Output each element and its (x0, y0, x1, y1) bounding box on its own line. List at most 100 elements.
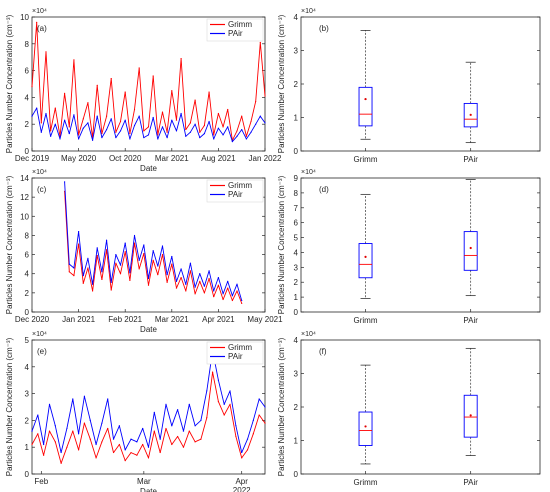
y-tick-label: 4 (25, 270, 30, 279)
series-point-grimm (194, 441, 196, 443)
series-point-pair (124, 242, 126, 244)
axes-frame (300, 339, 541, 475)
series-point-grimm (157, 274, 159, 276)
x-tick-label: PAir (463, 478, 478, 487)
series-point-pair (54, 123, 56, 125)
series-point-pair (258, 398, 260, 400)
series-point-pair (171, 425, 173, 427)
series-point-pair (161, 126, 164, 128)
panel-label: (e) (37, 347, 47, 356)
series-point-pair (59, 138, 61, 140)
series-point-grimm (78, 449, 80, 451)
series-point-grimm (166, 281, 168, 283)
series-point-grimm (231, 299, 233, 302)
series-point-pair (255, 123, 257, 125)
y-tick-label: 6 (25, 67, 30, 76)
series-point-grimm (153, 430, 155, 432)
series-point-grimm (252, 433, 254, 435)
series-point-grimm (188, 430, 190, 432)
series-point-pair (78, 433, 80, 435)
series-point-pair (153, 411, 155, 413)
series-point-pair (199, 137, 201, 139)
series-point-grimm (110, 289, 112, 291)
series-point-grimm (171, 263, 173, 265)
series-point-grimm (211, 371, 214, 373)
series-point-pair (208, 270, 210, 272)
series-point-grimm (182, 446, 185, 448)
y-exponent-label: ×10⁴ (301, 169, 316, 176)
series-point-pair (203, 132, 206, 135)
y-tick-label: 3 (294, 370, 299, 379)
x-tick-label: 2022 (233, 486, 251, 492)
x-tick-label: Mar 2021 (155, 315, 189, 324)
series-point-pair (143, 137, 145, 139)
series-point-pair (189, 131, 192, 133)
series-point-pair (177, 409, 179, 411)
series-point-pair (180, 268, 182, 270)
series-point-grimm (83, 422, 86, 424)
series-point-pair (31, 115, 33, 117)
series-point-grimm (250, 120, 252, 123)
series-point-pair (73, 267, 75, 269)
x-tick-label: PAir (463, 316, 478, 325)
series-point-grimm (152, 75, 154, 77)
series-point-pair (68, 132, 70, 135)
series-point-pair (91, 139, 94, 141)
series-point-grimm (89, 438, 91, 440)
series-point-pair (147, 134, 150, 136)
series-point-pair (180, 112, 182, 115)
series-point-grimm (203, 292, 206, 294)
series-point-grimm (54, 441, 56, 443)
box-iqr (463, 231, 478, 271)
series-point-pair (36, 107, 38, 109)
y-axis-label: Particles Number Concentration (cm⁻³) (5, 175, 14, 314)
series-point-pair (64, 181, 66, 183)
x-tick-label: PAir (463, 155, 478, 164)
series-point-pair (48, 403, 51, 405)
series-point-grimm (185, 128, 187, 131)
y-tick-label: 1 (294, 293, 299, 302)
series-point-pair (115, 137, 117, 139)
series-point-grimm (87, 102, 89, 104)
series-point-grimm (245, 135, 247, 137)
box-iqr (463, 394, 478, 438)
box-mean (469, 246, 472, 250)
series-point-grimm (171, 90, 173, 92)
series-point-pair (185, 135, 187, 137)
y-exponent-label: ×10⁴ (32, 169, 47, 176)
axes-frame (300, 177, 541, 313)
y-tick-label: 1 (294, 114, 299, 123)
series-point-pair (40, 131, 42, 133)
series-point-pair (110, 118, 112, 120)
series-point-grimm (147, 457, 150, 459)
series-point-grimm (119, 273, 122, 275)
y-axis-label: Particles Number Concentration (cm⁻³) (5, 337, 14, 476)
series-point-pair (124, 449, 126, 451)
series-point-pair (222, 293, 224, 295)
series-point-grimm (133, 108, 136, 111)
y-tick-label: 0 (294, 470, 299, 479)
x-tick-label: Grimm (354, 478, 378, 487)
series-point-grimm (194, 99, 196, 101)
box-mean (364, 425, 367, 428)
series-point-grimm (264, 95, 266, 97)
series-point-pair (152, 116, 154, 119)
y-tick-label: 4 (294, 248, 299, 257)
x-tick-label: Grimm (354, 155, 378, 164)
series-point-pair (213, 290, 215, 292)
x-tick-label: Apr (235, 477, 248, 486)
series-point-pair (130, 438, 132, 440)
series-point-grimm (161, 253, 164, 256)
series-point-grimm (143, 130, 145, 132)
y-tick-label: 10 (20, 13, 29, 22)
series-point-pair (203, 285, 206, 287)
box-mean (469, 414, 472, 417)
series-point-pair (129, 138, 131, 140)
y-axis-label: Particles Number Concentration (cm⁻³) (5, 14, 14, 153)
series-point-grimm (124, 251, 126, 253)
legend-label: Grimm (228, 343, 252, 352)
series-point-grimm (138, 67, 140, 69)
series-point-pair (159, 438, 161, 440)
series-point-pair (250, 131, 252, 133)
y-tick-label: 9 (294, 174, 299, 183)
